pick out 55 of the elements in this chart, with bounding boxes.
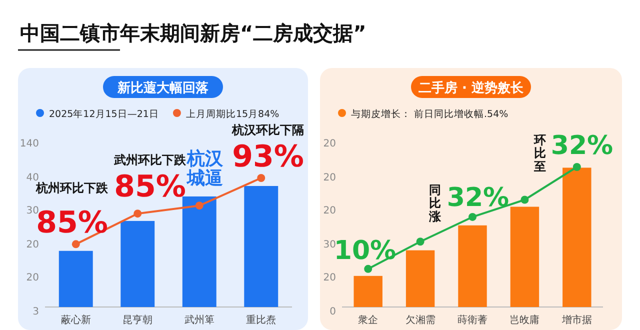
- text: 93%: [232, 140, 304, 174]
- annotation: 85%: [114, 170, 186, 204]
- bar: [244, 186, 278, 307]
- x-tick-label: 重比焘: [246, 314, 276, 326]
- x-tick-label: 欠湘需: [405, 314, 436, 326]
- legend-label: 上月周期比15月84%: [186, 108, 280, 120]
- text: 武州环比下跌: [113, 153, 187, 168]
- x-tick-label: 昆亨朝: [122, 314, 153, 326]
- text: 20: [26, 272, 39, 284]
- bar: [562, 168, 592, 307]
- annotation: 同比涨: [428, 183, 442, 224]
- bar: [458, 225, 487, 307]
- text: 0: [330, 306, 336, 318]
- point: [72, 240, 80, 248]
- text: 20: [323, 138, 336, 150]
- point: [195, 202, 204, 210]
- point: [134, 210, 142, 218]
- bar: [406, 250, 435, 307]
- chart-title: 中国二镇市年末期间新房“二房成交据”: [20, 21, 366, 45]
- point: [257, 174, 266, 182]
- annotation: 环比至: [533, 133, 546, 174]
- point: [416, 238, 424, 246]
- x-tick-label: 武州箄: [184, 314, 214, 326]
- text: 3: [32, 306, 39, 318]
- point: [364, 264, 372, 273]
- text: 20: [323, 172, 336, 184]
- bar: [58, 250, 93, 307]
- point: [572, 163, 581, 171]
- point: [520, 196, 529, 204]
- x-tick-label: 蔽心新: [60, 314, 91, 326]
- point: [468, 212, 476, 221]
- text: 30: [26, 206, 39, 216]
- annotation: 杭州环比下跌: [35, 181, 109, 196]
- text: 20: [323, 272, 336, 284]
- x-tick-label: 衆企: [358, 314, 378, 326]
- legend-label: 与期皮增长： 前日同比增收幅.54%: [351, 108, 508, 120]
- x-tick-label: 岂敀庸: [510, 314, 540, 326]
- chart-subtitle: 二手房 · 逆势敫长: [418, 80, 524, 96]
- legend-label: 2025年12月15日—21日: [49, 108, 159, 120]
- x-tick-label: 蒔衛蓍: [458, 314, 488, 326]
- text: 40: [26, 172, 39, 184]
- annotation: 杭汉城逼: [186, 148, 224, 190]
- bar: [182, 196, 216, 307]
- chart-subtitle: 新比蕸大幅回落: [116, 80, 210, 96]
- text: 杭汉环比下隔: [231, 123, 304, 138]
- x-tick-label: 增市据: [560, 314, 592, 326]
- bar: [120, 220, 155, 307]
- text: 32%: [550, 131, 614, 162]
- bar: [510, 206, 540, 307]
- bar: [354, 276, 382, 307]
- text: 20: [26, 240, 39, 250]
- annotation: 32%: [446, 183, 510, 214]
- text: 30: [323, 240, 336, 250]
- text: 140: [20, 138, 39, 150]
- text: 20: [323, 206, 336, 216]
